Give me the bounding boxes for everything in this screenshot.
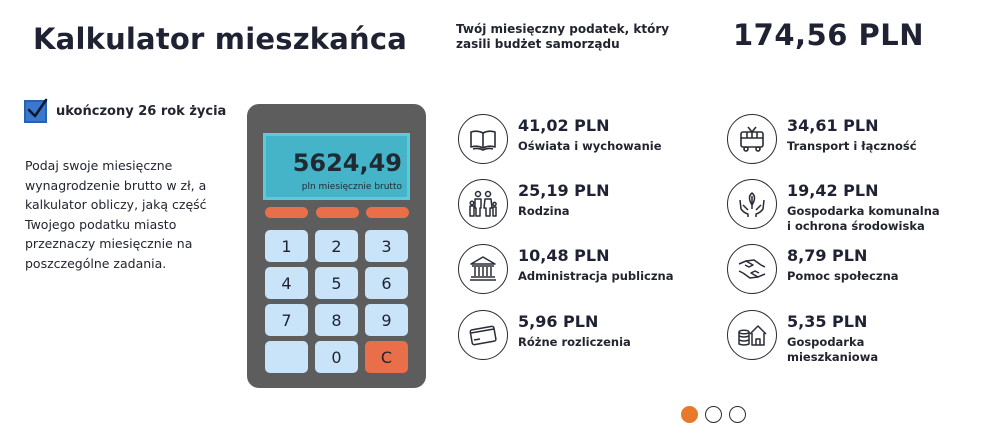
pagination-dots [681,406,746,423]
key-blank[interactable] [265,341,308,373]
key-1[interactable]: 1 [265,230,308,262]
category-name: Oświata i wychowanie [518,139,662,153]
operator-key[interactable] [265,207,308,218]
key-2[interactable]: 2 [315,230,358,262]
pagination-dot-1[interactable] [681,406,698,423]
salary-value: 5624,49 [292,149,402,177]
category-amount: 41,02 PLN [518,116,610,135]
category-social-help: 8,79 PLN Pomoc społeczna [727,244,947,294]
operator-keys [265,207,409,218]
category-housing: 5,35 PLN Gospodarka mieszkaniowa [727,310,947,365]
key-8[interactable]: 8 [315,304,358,336]
pagination-dot-3[interactable] [729,406,746,423]
category-name: Administracja publiczna [518,269,674,283]
category-name: Gospodarka komunalna i ochrona środowisk… [787,204,940,233]
key-9[interactable]: 9 [365,304,408,336]
category-name: Pomoc społeczna [787,269,899,283]
key-3[interactable]: 3 [365,230,408,262]
house-coins-icon [727,310,777,360]
trolleybus-icon [727,114,777,164]
category-municipal: 19,42 PLN Gospodarka komunalna i ochrona… [727,179,947,234]
family-icon [458,179,508,229]
age-checkbox-label: ukończony 26 rok życia [56,104,227,119]
category-family: 25,19 PLN Rodzina [458,179,678,229]
key-7[interactable]: 7 [265,304,308,336]
category-amount: 25,19 PLN [518,181,610,200]
hands-leaf-icon [727,179,777,229]
helping-hands-icon [727,244,777,294]
calculator-description: Podaj swoje miesięczne wynagrodzenie bru… [25,158,207,271]
category-amount: 19,42 PLN [787,181,879,200]
category-amount: 8,79 PLN [787,246,868,265]
total-tax-value: 174,56 PLN [733,18,925,52]
key-6[interactable]: 6 [365,267,408,299]
salary-unit: pln miesięcznie brutto [301,182,402,192]
key-0[interactable]: 0 [315,341,358,373]
pagination-dot-2[interactable] [705,406,722,423]
operator-key[interactable] [366,207,409,218]
key-5[interactable]: 5 [315,267,358,299]
category-amount: 5,96 PLN [518,312,599,331]
key-4[interactable]: 4 [265,267,308,299]
key-clear[interactable]: C [365,341,408,373]
category-name: Transport i łączność [787,139,917,153]
category-settlements: 5,96 PLN Różne rozliczenia [458,310,678,360]
checkmark-icon [27,98,48,118]
category-name: Rodzina [518,204,570,218]
keypad: 1 2 3 4 5 6 7 8 9 0 C [265,230,409,373]
calculator: 5624,49 pln miesięcznie brutto 1 2 3 4 5… [247,104,426,388]
category-transport: 34,61 PLN Transport i łączność [727,114,947,164]
category-amount: 34,61 PLN [787,116,879,135]
age-26-checkbox[interactable]: ukończony 26 rok życia [24,98,227,123]
operator-key[interactable] [315,207,359,218]
category-name: Gospodarka mieszkaniowa [787,335,879,364]
book-icon [458,114,508,164]
category-amount: 10,48 PLN [518,246,610,265]
total-tax-label: Twój miesięczny podatek, który zasili bu… [456,22,670,51]
page-title: Kalkulator mieszkańca [33,22,408,56]
category-amount: 5,35 PLN [787,312,868,331]
category-education: 41,02 PLN Oświata i wychowanie [458,114,678,164]
card-icon [458,310,508,360]
building-icon [458,244,508,294]
calculator-display[interactable]: 5624,49 pln miesięcznie brutto [263,133,410,200]
category-administration: 10,48 PLN Administracja publiczna [458,244,678,294]
category-name: Różne rozliczenia [518,335,631,349]
checkbox-box[interactable] [24,98,48,123]
